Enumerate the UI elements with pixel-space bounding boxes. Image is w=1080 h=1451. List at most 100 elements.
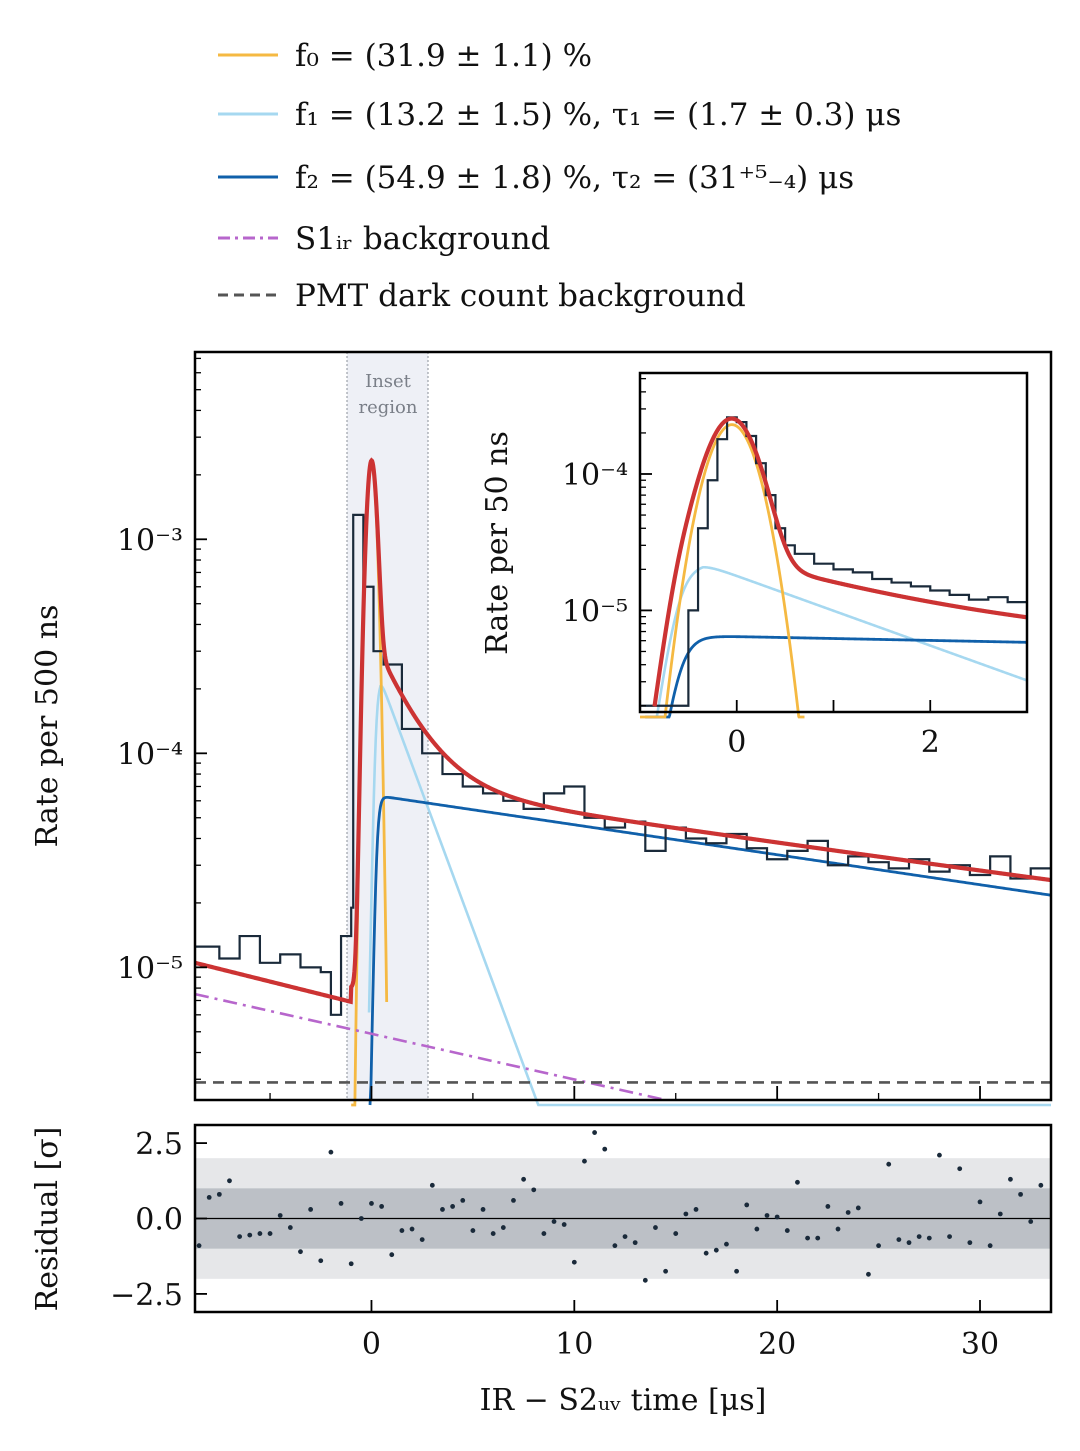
residual-point: [227, 1178, 232, 1184]
residual-point: [267, 1231, 273, 1236]
legend-label-s1ir: S1ᵢᵣ background: [295, 221, 550, 257]
residual-point: [277, 1213, 283, 1218]
residual-point: [754, 1226, 760, 1232]
residual-point: [308, 1207, 314, 1212]
legend-label-f1: f₁ = (13.2 ± 1.5) %, τ₁ = (1.7 ± 0.3) μs: [295, 97, 901, 133]
residual-point: [693, 1207, 699, 1212]
residual-point: [592, 1130, 598, 1135]
residual-point: [571, 1259, 577, 1265]
residual-point: [338, 1201, 344, 1206]
residual-point: [551, 1219, 557, 1224]
residual-plot-frame: [193, 1123, 1053, 1314]
residual-point: [399, 1228, 405, 1233]
residual-point: [419, 1237, 425, 1243]
residual-point: [855, 1205, 861, 1211]
residual-point: [835, 1226, 841, 1232]
f1-curve: [367, 684, 1051, 1107]
residual-point: [348, 1261, 354, 1267]
residual-y-tick-label: 2.5: [135, 1127, 183, 1162]
residual-point: [997, 1211, 1003, 1217]
residual-point: [511, 1198, 516, 1203]
residual-point: [734, 1268, 739, 1274]
inset-region-label-line1: Inset: [365, 371, 412, 392]
residual-point: [328, 1149, 334, 1155]
residual-point: [774, 1214, 780, 1220]
data-histogram: [195, 513, 1051, 1016]
residual-point: [389, 1252, 395, 1258]
total-fit-curve: [194, 457, 1052, 1005]
residual-point: [1038, 1182, 1044, 1188]
legend-label-pmt: PMT dark count background: [295, 278, 746, 314]
main-y-axis-label: Rate per 500 ns: [30, 605, 65, 848]
residual-point: [916, 1234, 922, 1239]
residual-point: [470, 1228, 476, 1233]
y-tick-label: 10⁻³: [117, 523, 183, 558]
residual-point: [379, 1204, 385, 1209]
residual-point: [1028, 1219, 1034, 1224]
inset-region-label-line2: region: [359, 397, 418, 418]
residual-point: [967, 1240, 973, 1246]
residual-point: [845, 1210, 851, 1215]
residual-point: [358, 1216, 364, 1221]
residual-point: [369, 1201, 374, 1206]
residual-point: [612, 1243, 618, 1249]
residual-point: [298, 1249, 303, 1255]
residual-point: [500, 1225, 506, 1230]
residual-point: [206, 1194, 212, 1200]
main-plot-frame: [193, 350, 1053, 1102]
y-tick-label: 10⁻⁴: [117, 737, 183, 772]
residual-point: [866, 1271, 871, 1277]
s1ir-background-line: [194, 992, 666, 1102]
residual-point: [287, 1225, 293, 1230]
legend-label-f0: f₀ = (31.9 ± 1.1) %: [295, 38, 592, 74]
residual-point: [531, 1187, 537, 1193]
legend-label-f2: f₂ = (54.9 ± 1.8) %, τ₂ = (31⁺⁵₋₄) μs: [295, 160, 854, 196]
residual-point: [957, 1166, 963, 1172]
residual-point: [663, 1268, 668, 1274]
x-tick-label: 0: [362, 1327, 381, 1362]
residual-y-tick-label: −2.5: [110, 1278, 183, 1313]
residual-point: [937, 1152, 942, 1158]
x-tick-label: 20: [758, 1327, 796, 1362]
residual-point: [815, 1235, 821, 1241]
residual-point: [744, 1202, 750, 1208]
main-plot: Inset region 10⁻⁵ 10⁻⁴ 10⁻³ Rate per 500 n…: [30, 350, 1053, 1107]
legend: f₀ = (31.9 ± 1.1) % f₁ = (13.2 ± 1.5) %,…: [218, 38, 901, 314]
residual-point: [409, 1226, 415, 1232]
residual-point: [216, 1191, 222, 1197]
residual-point: [622, 1234, 628, 1239]
inset-f2-curve: [645, 635, 1028, 719]
inset-data-histogram: [640, 416, 1027, 707]
x-tick-label: 30: [961, 1327, 999, 1362]
y-tick-label: 10⁻⁵: [117, 951, 183, 986]
residual-point: [602, 1146, 608, 1152]
residual-point: [642, 1277, 648, 1283]
residual-point: [653, 1225, 658, 1230]
residual-point: [460, 1198, 466, 1203]
residual-point: [237, 1234, 243, 1239]
residual-point: [450, 1204, 456, 1209]
residual-point: [926, 1235, 932, 1241]
inset-x-tick-label: 2: [921, 725, 940, 760]
residual-point: [541, 1231, 547, 1236]
inset-y-axis-label: Rate per 50 ns: [480, 431, 515, 655]
inset-f1-curve: [645, 565, 1028, 719]
residual-point: [795, 1179, 800, 1185]
residual-plot: 2.5 0.0 −2.5 0 10 20 30 Residual [σ] IR − S2ᵤᵥ…: [30, 1123, 1053, 1418]
residual-point: [896, 1237, 902, 1243]
residual-point: [257, 1231, 263, 1236]
residual-point: [713, 1247, 719, 1253]
residual-point: [673, 1231, 679, 1236]
residual-point: [886, 1161, 892, 1167]
residual-point: [196, 1243, 202, 1249]
inset-f0-curve: [640, 423, 805, 719]
residual-point: [703, 1250, 709, 1256]
residual-point: [1018, 1191, 1023, 1197]
residual-point: [805, 1235, 810, 1241]
x-tick-label: 10: [555, 1327, 593, 1362]
inset-plot-background: [640, 373, 1027, 712]
residual-point: [632, 1240, 638, 1246]
residual-point: [784, 1228, 790, 1233]
residual-y-tick-label: 0.0: [135, 1203, 183, 1238]
